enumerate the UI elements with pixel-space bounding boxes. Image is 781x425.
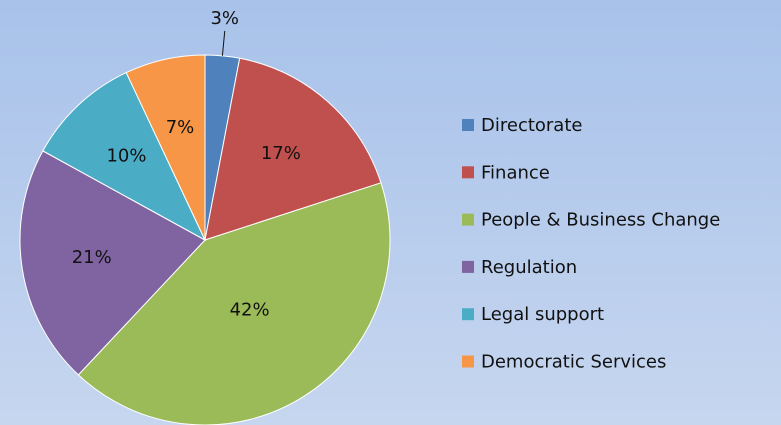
data-label: 10% xyxy=(106,145,146,166)
legend-label: Finance xyxy=(481,162,550,183)
pie-slice xyxy=(42,71,207,242)
leader-line xyxy=(221,30,226,56)
legend-swatch xyxy=(462,213,474,226)
legend-label: People & Business Change xyxy=(481,210,720,231)
legend-label: Regulation xyxy=(481,257,577,278)
pie-slice xyxy=(19,150,206,376)
legend-swatch xyxy=(462,260,474,273)
pie-slice xyxy=(204,57,382,241)
pie-slice xyxy=(77,182,391,425)
legend-label: Democratic Services xyxy=(481,352,666,373)
legend-label: Directorate xyxy=(481,115,582,136)
data-label: 17% xyxy=(261,143,301,164)
legend-swatch xyxy=(462,308,474,321)
data-label: 7% xyxy=(166,117,195,138)
legend-swatch xyxy=(462,166,474,179)
legend-swatch xyxy=(462,119,474,131)
legend-label: Legal support xyxy=(481,304,604,325)
legend-swatch xyxy=(462,355,474,368)
pie-slice xyxy=(125,54,206,241)
data-label: 42% xyxy=(230,299,270,320)
data-label: 3% xyxy=(210,8,239,29)
data-label: 21% xyxy=(72,247,112,268)
